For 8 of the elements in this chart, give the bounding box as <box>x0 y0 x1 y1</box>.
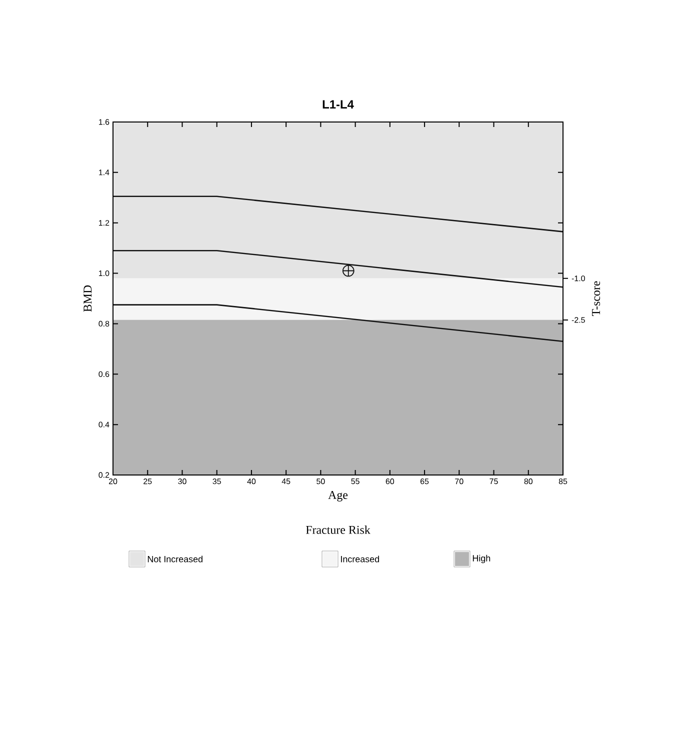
legend-label: Increased <box>341 556 379 562</box>
y2-axis-title: T-score <box>592 281 600 316</box>
x-axis-title: Age <box>328 491 348 502</box>
y-axis-title: BMD <box>84 285 92 312</box>
chart-title: L1-L4 <box>322 100 354 108</box>
legend-title: Fracture Risk <box>306 526 370 534</box>
legend-label: Not Increased <box>148 556 202 562</box>
legend-label: High <box>472 554 490 564</box>
